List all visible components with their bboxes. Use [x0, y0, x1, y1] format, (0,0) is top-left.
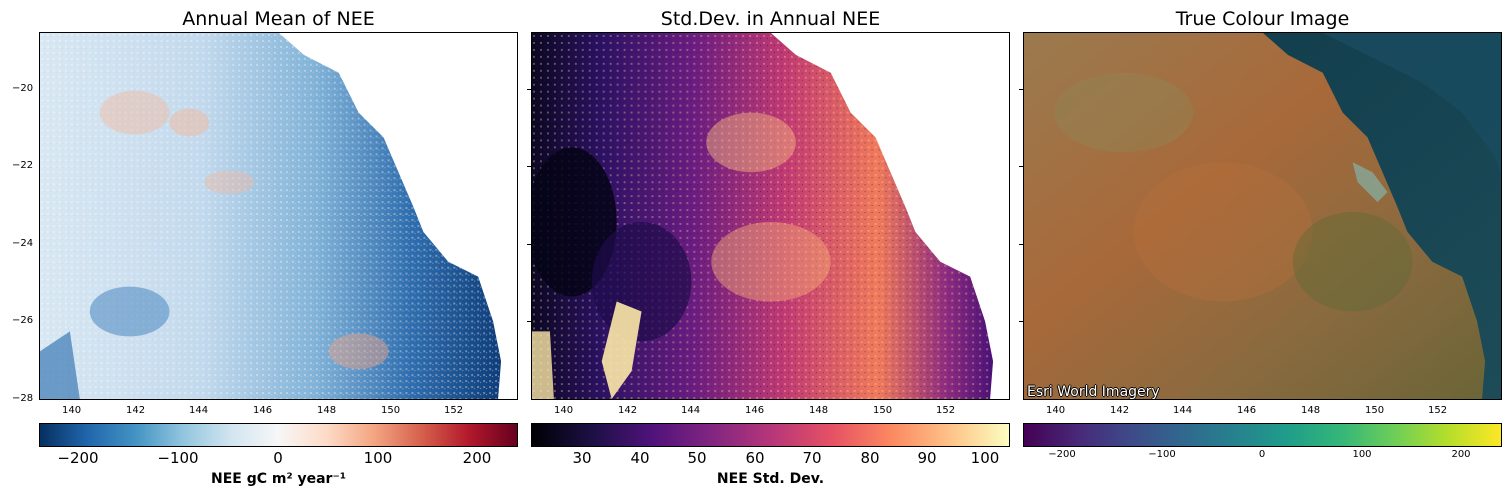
- panel-1-xtick-5: 150: [381, 405, 401, 416]
- esri-attribution: Esri World Imagery: [1027, 384, 1160, 400]
- nee-mean-raster: [40, 33, 502, 399]
- panel-1-xtick-3: 146: [253, 405, 273, 416]
- panel-1-cbtick-0: −200: [57, 449, 99, 467]
- panel-3-xtick-4: 148: [1301, 405, 1321, 416]
- panel-2-ytick-mark-1: [527, 166, 531, 167]
- panel-2-cbtick-2: 50: [687, 449, 707, 467]
- panel-1-ytick-0: −20: [12, 83, 34, 94]
- panel-3-cbtick-3: 100: [1352, 449, 1372, 460]
- true-colour-map[interactable]: [1023, 32, 1502, 400]
- panel-1-cbtick-4: 200: [462, 449, 492, 467]
- panel-2-xtick-2: 144: [681, 405, 701, 416]
- panel-2-cbtick-7: 100: [970, 449, 1000, 467]
- panel-1-ytick-1: −22: [12, 160, 34, 171]
- panel-2-xtick-0: 140: [554, 405, 574, 416]
- panel-1-xtick-4: 148: [317, 405, 337, 416]
- panel-2-xtick-1: 142: [618, 405, 638, 416]
- panel-2-xtick-3: 146: [745, 405, 765, 416]
- panel-2-ytick-mark-0: [527, 89, 531, 90]
- panel-1-ytick-2: −24: [12, 238, 34, 249]
- panel-3-ytick-mark-0: [1019, 89, 1023, 90]
- true-colour-imagery: [1024, 33, 1501, 399]
- panel-1-cbtick-3: 100: [363, 449, 393, 467]
- panel-1-colorbar-label: NEE gC m² year⁻¹: [211, 471, 346, 487]
- panel-3-ytick-mark-2: [1019, 244, 1023, 245]
- panel-3-xtick-6: 152: [1428, 405, 1448, 416]
- panel-2-cbtick-5: 80: [860, 449, 880, 467]
- nee-mean-map[interactable]: [39, 32, 518, 400]
- nee-stddev-map[interactable]: [531, 32, 1010, 400]
- panel-2-cbtick-1: 40: [630, 449, 650, 467]
- panel-1-xtick-1: 142: [126, 405, 146, 416]
- panel-1-ytick-4: −28: [12, 393, 34, 404]
- panel-2-ytick-mark-2: [527, 244, 531, 245]
- panel-2-cbtick-3: 60: [745, 449, 765, 467]
- panel-1-cbtick-1: −100: [157, 449, 199, 467]
- panel-3-ytick-mark-3: [1019, 321, 1023, 322]
- panel-3-cbtick-4: 200: [1451, 449, 1471, 460]
- panel-3-xtick-3: 146: [1237, 405, 1257, 416]
- panel-1-ytick-3: −26: [12, 315, 34, 326]
- panel-3-cbtick-2: 0: [1258, 449, 1266, 460]
- panel-3-xtick-0: 140: [1046, 405, 1066, 416]
- panel-1-xtick-0: 140: [62, 405, 82, 416]
- panel-3-xtick-1: 142: [1110, 405, 1130, 416]
- panel-3-colorbar: [1023, 423, 1502, 447]
- panel-2-xtick-6: 152: [936, 405, 956, 416]
- panel-1-title: Annual Mean of NEE: [182, 8, 375, 30]
- panel-3-xtick-2: 144: [1173, 405, 1193, 416]
- panel-3-xtick-5: 150: [1365, 405, 1385, 416]
- panel-3-title: True Colour Image: [1175, 8, 1350, 30]
- panel-2-colorbar: [531, 423, 1010, 447]
- panel-2-cbtick-6: 90: [917, 449, 937, 467]
- panel-1-cbtick-2: 0: [273, 449, 283, 467]
- panel-2-xtick-4: 148: [809, 405, 829, 416]
- panel-3-ytick-mark-1: [1019, 166, 1023, 167]
- panel-3-cbtick-0: −200: [1048, 449, 1076, 460]
- panel-2-cbtick-0: 30: [572, 449, 592, 467]
- panel-3-cbtick-1: −100: [1148, 449, 1176, 460]
- nee-stddev-raster: [532, 33, 994, 399]
- panel-2-ytick-mark-3: [527, 321, 531, 322]
- panel-2-colorbar-label: NEE Std. Dev.: [716, 471, 825, 487]
- panel-1-colorbar: [39, 423, 518, 447]
- panel-1-xtick-6: 152: [444, 405, 464, 416]
- panel-2-title: Std.Dev. in Annual NEE: [660, 8, 881, 30]
- panel-2-xtick-5: 150: [873, 405, 893, 416]
- panel-1-xtick-2: 144: [189, 405, 209, 416]
- panel-2-cbtick-4: 70: [802, 449, 822, 467]
